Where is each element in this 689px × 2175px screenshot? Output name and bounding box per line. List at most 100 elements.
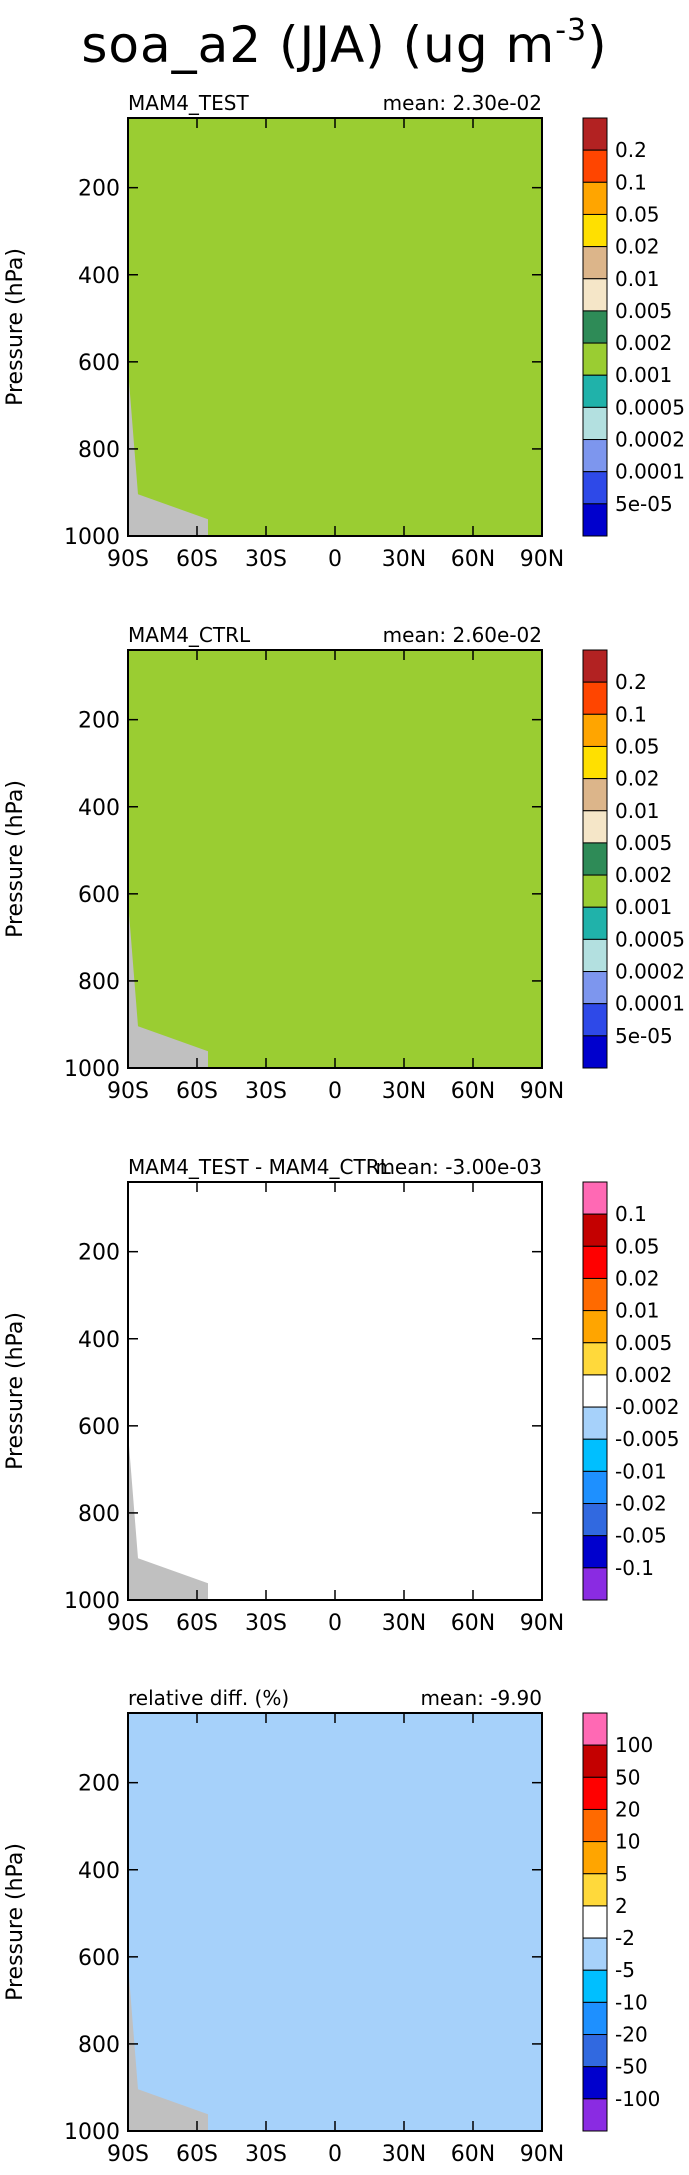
contour-fill	[128, 650, 542, 1068]
contour-fill	[128, 118, 542, 536]
colorbar-swatch	[582, 2098, 608, 2132]
y-axis-label: Pressure (hPa)	[3, 248, 28, 406]
colorbar-swatch	[582, 938, 608, 973]
colorbar-swatch	[582, 181, 608, 215]
x-tick-label: 90N	[520, 1611, 564, 1636]
colorbar-swatch	[582, 1503, 608, 1537]
colorbar-label: -100	[615, 2087, 660, 2111]
missing-region	[128, 900, 208, 1068]
colorbar-swatch	[582, 503, 608, 537]
missing-region	[128, 368, 208, 536]
x-tick-label: 30S	[245, 547, 287, 572]
colorbar-label: 5e-05	[615, 492, 673, 516]
colorbar-label: 0.0002	[615, 428, 685, 452]
colorbar-label: 0.005	[615, 1331, 672, 1355]
colorbar-swatch	[582, 149, 608, 183]
colorbar-label: 10	[615, 1830, 640, 1854]
colorbar-swatch	[582, 2034, 608, 2068]
missing-region	[128, 1963, 208, 2131]
colorbar-swatch	[582, 342, 608, 376]
colorbar-swatch	[582, 1438, 608, 1472]
x-tick-label: 60N	[451, 1611, 495, 1636]
y-tick-label: 600	[78, 1415, 120, 1440]
y-tick-label: 200	[78, 709, 120, 734]
y-tick-label: 400	[78, 1328, 120, 1353]
colorbar-label: 0.2	[615, 138, 647, 162]
x-tick-label: 30N	[382, 1079, 426, 1104]
main-title-superscript: -3	[555, 13, 588, 48]
colorbar-label: -0.01	[615, 1459, 667, 1483]
contour-background	[128, 118, 542, 536]
contour-background	[128, 650, 542, 1068]
colorbar-swatch	[582, 778, 608, 812]
colorbar-swatch	[582, 713, 608, 747]
contour-fill	[128, 1713, 542, 2131]
panel-4: relative diff. (%) mean: -9.90 90S 60S 30S 0 3…	[3, 1686, 660, 2167]
x-tick-label: 90N	[520, 547, 564, 572]
panel-2: MAM4_CTRL mean: 2.60e-02 90S 60S 30S 0 30N 60N 9…	[3, 623, 685, 1104]
colorbar-swatch	[582, 1181, 608, 1215]
colorbar-swatch	[582, 1969, 608, 2003]
main-title: soa_a2 (JJA) (ug m-3)	[0, 0, 689, 74]
colorbar-label: 0.0001	[615, 992, 685, 1016]
colorbar-label: 0.01	[615, 1299, 660, 1323]
colorbar-label: 0.1	[615, 170, 647, 194]
colorbar-swatch	[582, 1003, 608, 1037]
y-tick-label: 200	[78, 1772, 120, 1797]
colorbar-swatch	[582, 1937, 608, 1971]
y-tick-label: 400	[78, 796, 120, 821]
colorbar-swatch	[582, 1535, 608, 1569]
colorbar-label: 0.0005	[615, 927, 685, 951]
y-tick-label: 800	[78, 438, 120, 463]
colorbar-label: -10	[615, 1990, 648, 2014]
colorbar-label: 50	[615, 1765, 640, 1789]
colorbar-swatch	[582, 310, 608, 344]
colorbar-swatch	[582, 874, 608, 908]
colorbar-label: 0.001	[615, 895, 672, 919]
colorbar-label: -50	[615, 2055, 648, 2079]
colorbar-swatch	[582, 1470, 608, 1505]
y-tick-label: 200	[78, 1241, 120, 1266]
colorbar-swatch	[582, 1310, 608, 1344]
y-tick-label: 200	[78, 177, 120, 202]
x-tick-label: 90S	[107, 547, 149, 572]
colorbar-label: -0.05	[615, 1524, 667, 1548]
y-tick-label: 1000	[64, 1057, 120, 1082]
y-tick-label: 600	[78, 351, 120, 376]
colorbar-swatch	[582, 374, 608, 408]
x-tick-label: 30S	[245, 1079, 287, 1104]
x-tick-label: 30S	[245, 2142, 287, 2167]
x-tick-label: 60N	[451, 2142, 495, 2167]
y-tick-label: 800	[78, 1502, 120, 1527]
x-tick-label: 90N	[520, 1079, 564, 1104]
colorbar-label: -5	[615, 1958, 635, 1982]
x-tick-label: 60S	[176, 1611, 218, 1636]
missing-region	[128, 1432, 208, 1600]
main-title-tail: )	[587, 16, 608, 74]
colorbar-label: 0.02	[615, 1266, 660, 1290]
colorbar-swatch	[582, 971, 608, 1005]
colorbar-label: 0.002	[615, 1363, 672, 1387]
colorbar-label: 0.02	[615, 235, 660, 259]
colorbar-label: 0.05	[615, 734, 660, 758]
colorbar-label: 0.001	[615, 363, 672, 387]
x-tick-label: 0	[328, 2142, 342, 2167]
colorbar-label: -0.02	[615, 1492, 667, 1516]
colorbar-swatch	[582, 1776, 608, 1810]
x-tick-label: 0	[328, 1611, 342, 1636]
colorbar-swatch	[582, 2066, 608, 2100]
colorbar-label: -0.1	[615, 1556, 654, 1580]
colorbar-label: 0.01	[615, 799, 660, 823]
colorbar-swatch	[582, 1406, 608, 1440]
y-tick-label: 400	[78, 1859, 120, 1884]
y-axis-label: Pressure (hPa)	[3, 1312, 28, 1470]
colorbar-swatch	[582, 117, 608, 151]
colorbar-swatch	[582, 1374, 608, 1408]
colorbar-swatch	[582, 1808, 608, 1843]
colorbar-label: -20	[615, 2023, 648, 2047]
x-tick-label: 0	[328, 547, 342, 572]
colorbar-label: 0.05	[615, 1234, 660, 1258]
colorbar-swatch	[582, 439, 608, 473]
y-tick-label: 400	[78, 264, 120, 289]
